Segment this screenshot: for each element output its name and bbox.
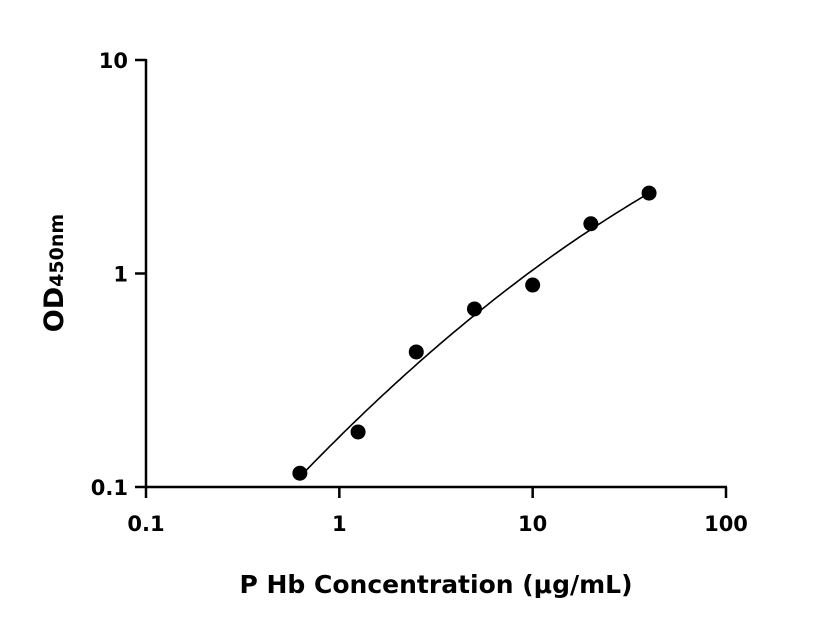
data-points bbox=[292, 185, 657, 481]
y-tick-label: 10 bbox=[99, 49, 128, 73]
axes: 0.1 1 10 100 0.1 1 10 bbox=[91, 49, 748, 536]
y-tick-label: 1 bbox=[113, 263, 128, 287]
x-tick-label: 100 bbox=[704, 512, 748, 536]
data-point bbox=[408, 344, 424, 360]
data-point bbox=[292, 465, 308, 481]
data-point bbox=[466, 301, 482, 317]
data-point bbox=[641, 185, 657, 201]
y-axis-label: OD450nm bbox=[39, 214, 70, 332]
data-point bbox=[350, 424, 366, 440]
x-axis-label: P Hb Concentration (μg/mL) bbox=[239, 570, 632, 599]
x-tick-label: 0.1 bbox=[127, 512, 164, 536]
data-point bbox=[583, 216, 599, 232]
y-axis-label-main: OD bbox=[39, 287, 70, 332]
y-axis-label-sub: 450nm bbox=[46, 214, 68, 287]
data-point bbox=[525, 277, 541, 293]
x-tick-label: 1 bbox=[332, 512, 347, 536]
y-tick-label: 0.1 bbox=[91, 476, 128, 500]
x-tick-label: 10 bbox=[518, 512, 547, 536]
